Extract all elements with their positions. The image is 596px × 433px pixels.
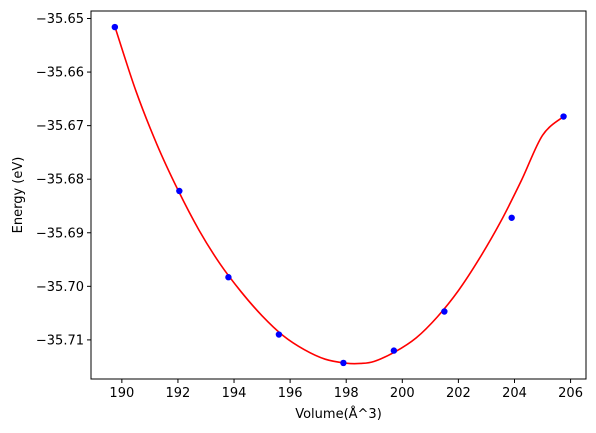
y-tick-label: −35.66 xyxy=(36,66,84,81)
x-tick-label: 204 xyxy=(502,386,527,401)
y-axis-ticks: −35.65 −35.66 −35.67 −35.68 −35.69 −35.70 −35.… xyxy=(36,12,91,348)
y-tick-label: −35.68 xyxy=(36,173,84,188)
x-tick-label: 190 xyxy=(109,386,134,401)
plot-area xyxy=(90,10,587,380)
x-tick-label: 196 xyxy=(278,386,303,401)
y-tick-label: −35.67 xyxy=(36,119,84,134)
y-tick-label: −35.71 xyxy=(36,333,84,348)
x-tick-label: 206 xyxy=(558,386,583,401)
data-point xyxy=(225,274,232,281)
x-tick-label: 198 xyxy=(334,386,359,401)
data-point xyxy=(441,308,448,315)
x-tick-label: 200 xyxy=(390,386,415,401)
y-tick-label: −35.70 xyxy=(36,280,84,295)
y-tick-label: −35.65 xyxy=(36,12,84,27)
data-point xyxy=(340,359,347,367)
y-axis-label: Energy (eV) xyxy=(11,157,26,234)
data-point xyxy=(275,331,283,338)
x-axis-label: Volume(Å^3) xyxy=(295,406,382,422)
data-point xyxy=(111,23,119,31)
series-layer xyxy=(111,23,567,367)
x-tick-label: 202 xyxy=(446,386,471,401)
data-point xyxy=(176,187,183,195)
data-point xyxy=(560,113,567,120)
y-tick-label: −35.69 xyxy=(36,226,84,241)
x-tick-label: 192 xyxy=(166,386,191,401)
data-point xyxy=(390,347,398,354)
x-tick-label: 194 xyxy=(222,386,247,401)
data-point xyxy=(508,214,515,221)
x-axis-ticks: 190 192 194 196 198 200 202 204 206 xyxy=(109,379,583,401)
